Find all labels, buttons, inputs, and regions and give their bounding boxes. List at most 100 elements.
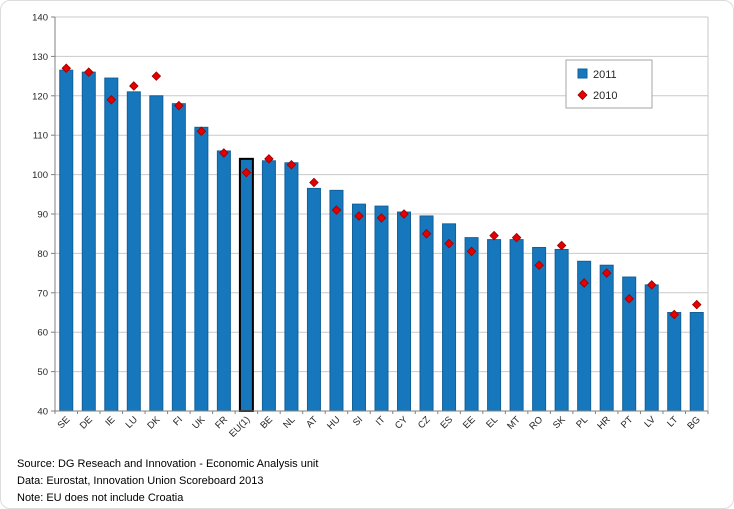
marker-DK: [151, 71, 162, 81]
x-tick-label: SE: [56, 414, 73, 431]
marker-SE: [61, 63, 72, 73]
marker-LV: [646, 280, 657, 290]
bar-LU: [126, 91, 141, 412]
marker-SI: [354, 211, 364, 221]
bar-BE: [261, 160, 276, 412]
bar-SK: [554, 248, 569, 412]
source-note: Source: DG Reseach and Innovation - Econ…: [17, 458, 319, 470]
marker-SK: [556, 240, 567, 251]
x-tick-label: EE: [461, 414, 478, 431]
x-tick-label: SI: [351, 414, 365, 428]
bar-EE: [464, 237, 479, 412]
bar-NL: [284, 162, 299, 412]
y-tick-label: 100: [32, 170, 48, 181]
x-tick-label: IE: [103, 414, 117, 428]
chart-svg: 40 50 60 70 80 90 100 110 120 130 140 SE DE IE LU DK FI U…: [32, 13, 709, 440]
marker-RO: [534, 260, 544, 270]
y-tick-label: 90: [37, 210, 48, 221]
x-tick-label: EU(1): [227, 414, 252, 439]
marker-HR: [601, 268, 612, 278]
marker-AT: [309, 177, 319, 188]
bar-EU(1): [238, 157, 254, 412]
bar-ES: [442, 223, 457, 412]
bar-BG: [689, 312, 704, 412]
chart-footnotes: Source: DG Reseach and Innovation - Econ…: [17, 456, 318, 507]
bar-UK: [194, 126, 209, 412]
marker-BG: [691, 299, 702, 310]
x-tick-label: DE: [78, 414, 95, 431]
x-tick-label: LT: [665, 414, 680, 429]
marker-DE: [84, 67, 94, 77]
x-tick-label: CZ: [416, 414, 433, 431]
x-tick-label: BG: [685, 414, 702, 431]
x-tick-label: CY: [393, 414, 411, 432]
marker-IT: [376, 213, 387, 223]
x-tick-label: EL: [484, 414, 500, 430]
x-tick-label: PT: [619, 414, 636, 431]
bar-CZ: [419, 215, 434, 412]
x-tick-label: SK: [551, 414, 568, 431]
legend-2010-swatch: [577, 89, 588, 101]
y-tick-label: 60: [37, 328, 48, 339]
marker-PT: [624, 293, 634, 304]
y-tick-label: 70: [37, 288, 48, 299]
marker-CZ: [421, 228, 432, 239]
x-tick-label: RO: [527, 414, 545, 432]
marker-NL: [286, 159, 297, 170]
bar-DE: [81, 71, 96, 412]
y-tick-label: 40: [37, 407, 48, 418]
bar-IT: [374, 205, 389, 412]
marker-FI: [174, 100, 184, 111]
bar-RO: [532, 246, 547, 412]
bar-CY: [397, 211, 412, 412]
y-tick-label: 120: [32, 91, 48, 102]
bar-LT: [667, 312, 682, 412]
bar-FI: [171, 103, 186, 412]
marker-IE: [106, 94, 117, 105]
data-note: Data: Eurostat, Innovation Union Scorebo…: [17, 475, 264, 487]
bar-SE: [59, 69, 74, 412]
marker-ES: [444, 238, 454, 249]
bar-EL: [487, 239, 502, 412]
marker-FR: [219, 148, 229, 158]
x-tick-label: FR: [213, 414, 230, 431]
marker-CY: [399, 209, 409, 219]
x-tick-label: BE: [258, 414, 275, 431]
marker-BE: [264, 154, 274, 164]
marker-HU: [331, 205, 342, 215]
bar-FR: [216, 150, 231, 412]
x-tick-label: NL: [281, 414, 297, 430]
x-tick-label: LU: [124, 414, 140, 430]
x-tick-label: FI: [171, 414, 185, 428]
y-tick-label: 50: [37, 367, 48, 378]
bar-HU: [329, 189, 344, 412]
y-tick-label: 140: [32, 13, 48, 24]
bar-LV: [644, 284, 659, 412]
bar-HR: [599, 264, 614, 412]
legend-box: [565, 59, 653, 109]
x-tick-label: UK: [190, 414, 208, 432]
marker-EU(1): [241, 167, 252, 178]
x-tick-label: AT: [304, 414, 320, 430]
y-tick-label: 80: [37, 249, 48, 260]
y-tick-label: 130: [32, 52, 48, 63]
bar-chart: 40 50 60 70 80 90 100 110 120 130 140 SE DE IE LU DK FI U…: [32, 13, 709, 440]
x-tick-label: HU: [325, 414, 343, 432]
bar-MT: [509, 239, 524, 412]
bar-DK: [149, 95, 164, 412]
bar-AT: [306, 187, 321, 412]
legend-2010-label: 2010: [593, 90, 617, 102]
marker-LU: [129, 81, 139, 91]
x-tick-label: DK: [145, 414, 163, 432]
legend-2011-swatch: [577, 68, 588, 79]
x-tick-label: LV: [642, 414, 658, 430]
marker-UK: [196, 126, 207, 137]
legend-2011-label: 2011: [593, 69, 617, 81]
legend: 2011 2010: [565, 59, 653, 109]
marker-MT: [511, 232, 522, 243]
x-tick-label: HR: [595, 414, 613, 432]
x-tick-label: MT: [505, 414, 523, 432]
x-tick-label: IT: [374, 414, 388, 428]
croatia-note: Note: EU does not include Croatia: [17, 492, 184, 504]
marker-PL: [579, 278, 589, 288]
